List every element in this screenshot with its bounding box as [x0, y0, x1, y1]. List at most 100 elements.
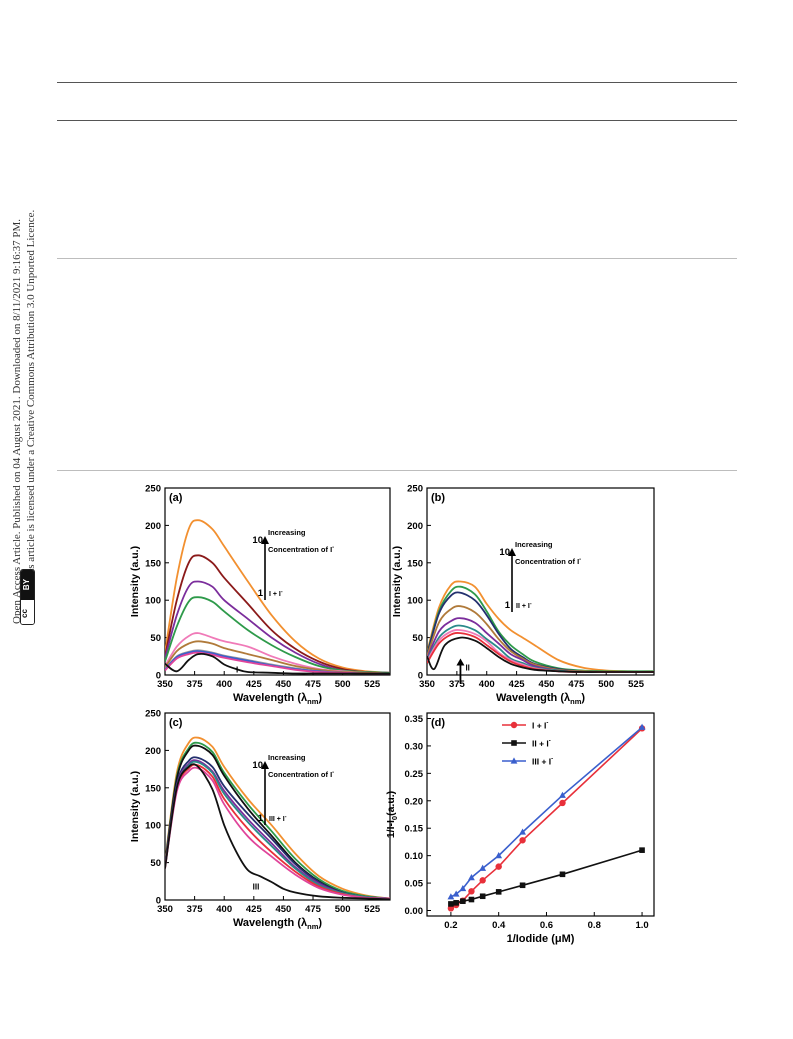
y-tick-label: 0 — [156, 896, 161, 907]
cc-by-license-badge[interactable]: BY cc — [20, 569, 35, 625]
y-tick-label: 200 — [407, 521, 423, 532]
data-point — [639, 847, 645, 853]
annotation-concentration: Concentration of I- — [515, 557, 581, 566]
data-point — [447, 893, 455, 900]
annotation-sample: I + I- — [269, 589, 283, 598]
x-tick-label: 425 — [509, 679, 526, 690]
series-line-2 — [450, 849, 643, 905]
data-point — [519, 882, 526, 889]
series-line-8 — [165, 766, 390, 900]
data-point — [559, 799, 566, 807]
annotation-bottom-number: 1 — [505, 600, 511, 611]
panel-label: (a) — [169, 492, 183, 504]
data-point — [468, 873, 475, 881]
x-tick-label: 350 — [157, 679, 173, 690]
x-tick-label: 525 — [628, 679, 645, 690]
x-tick-label: 525 — [364, 904, 381, 915]
y-axis-label: Intensity (a.u.) — [129, 546, 141, 617]
series-line-9 — [165, 763, 390, 900]
annotation-sample: III + I- — [269, 814, 287, 823]
data-point — [559, 871, 566, 878]
x-tick-label: 375 — [187, 679, 204, 690]
chart-panel-d: 0.00 0.05 0.10 0.15 0.20 0.25 0.30 0.35 0.2 0.4 0.… — [385, 712, 655, 945]
section-rule-1 — [57, 258, 737, 259]
panel-label: (d) — [431, 717, 445, 729]
data-point — [468, 896, 475, 903]
y-tick-label: 250 — [145, 484, 161, 495]
top-rule — [57, 82, 737, 83]
data-point — [495, 889, 502, 895]
y-tick-label: 150 — [145, 558, 161, 569]
series-line-3 — [450, 726, 643, 898]
by-icon: BY — [21, 570, 34, 600]
legend-label: III + I- — [532, 757, 553, 767]
y-tick-label: 0 — [156, 671, 161, 682]
y-axis-label: 1/I-I0(a.u.) — [385, 791, 399, 838]
y-tick-label: 100 — [145, 821, 161, 832]
x-tick-label: 525 — [364, 679, 381, 690]
data-point — [519, 828, 526, 835]
x-tick-label: 0.2 — [444, 920, 457, 931]
y-axis-label: Intensity (a.u.) — [391, 546, 403, 617]
y-tick-label: 0.00 — [405, 906, 424, 917]
x-tick-label: 500 — [335, 904, 351, 915]
annotation-top-number: 10 — [499, 547, 510, 558]
y-tick-label: 0 — [418, 671, 423, 682]
data-point — [495, 852, 503, 859]
annotation-increasing: Increasing — [268, 528, 306, 537]
arrow-head — [261, 536, 269, 544]
series-line-1 — [165, 519, 390, 674]
data-point — [448, 901, 454, 907]
series-line-2 — [165, 554, 390, 674]
data-point — [459, 884, 467, 892]
plot-frame — [164, 487, 391, 676]
y-tick-label: 0.35 — [405, 714, 424, 725]
x-tick-label: 475 — [305, 679, 322, 690]
y-tick-label: 250 — [407, 484, 423, 495]
plot-frame — [164, 712, 391, 901]
series-line-1 — [165, 736, 390, 900]
legend-marker — [510, 721, 518, 729]
y-tick-label: 50 — [412, 633, 423, 644]
x-tick-label: 400 — [479, 679, 495, 690]
panel-label: (b) — [431, 492, 445, 504]
x-tick-label: 475 — [568, 679, 585, 690]
annotation-top-number: 10 — [252, 760, 263, 771]
x-tick-label: 500 — [335, 679, 351, 690]
data-point — [452, 890, 460, 897]
series-line-6 — [165, 640, 390, 675]
x-tick-label: 350 — [419, 679, 435, 690]
y-tick-label: 100 — [407, 596, 423, 607]
y-tick-label: 50 — [150, 858, 161, 869]
y-tick-label: 200 — [145, 521, 161, 532]
y-tick-label: 100 — [145, 596, 161, 607]
plot-frame — [426, 487, 655, 676]
series-line-6 — [165, 760, 390, 900]
y-tick-label: 250 — [145, 709, 161, 720]
series-line-10 — [165, 653, 390, 675]
y-axis-label: Intensity (a.u.) — [129, 771, 141, 842]
y-tick-label: 150 — [407, 558, 423, 569]
plot-frame — [426, 712, 655, 917]
y-tick-label: 200 — [145, 746, 161, 757]
x-tick-label: 0.8 — [588, 920, 601, 931]
x-tick-label: 350 — [157, 904, 173, 915]
x-tick-label: 450 — [275, 679, 291, 690]
annotation-concentration: Concentration of I- — [268, 545, 334, 554]
data-point — [519, 837, 526, 844]
x-tick-label: 450 — [275, 904, 291, 915]
annotation-bottom-number: 1 — [258, 588, 264, 599]
series-group — [165, 519, 390, 675]
arrow-head — [261, 761, 269, 769]
data-point — [468, 888, 475, 895]
chart-panel-b: 0 50 100 150 200 250 350 375 400 425 450 475 500 525 (… — [391, 484, 655, 706]
data-point — [479, 877, 486, 884]
legend-marker — [510, 757, 518, 764]
series-line-9 — [427, 636, 654, 673]
x-tick-label: 475 — [305, 904, 322, 915]
x-tick-label: 0.6 — [540, 920, 553, 931]
x-tick-label: 400 — [216, 904, 232, 915]
y-tick-label: 0.20 — [405, 796, 424, 807]
chart-panel-a: 0 50 100 150 200 250 350 375 400 425 450 475 500 525 (… — [129, 484, 391, 706]
